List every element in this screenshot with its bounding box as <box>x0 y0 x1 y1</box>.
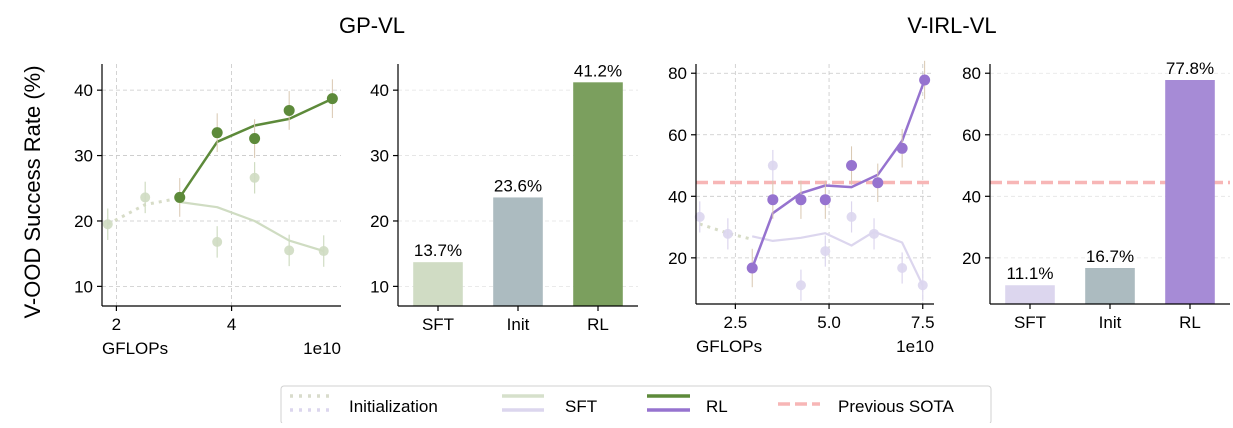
gp_line-sft-point-4 <box>284 245 295 256</box>
virl_line-sft-point-2 <box>767 160 778 171</box>
virl_bar-ytick-label-3: 80 <box>962 64 981 83</box>
y-axis-label: V-OOD Success Rate (%) <box>20 65 45 318</box>
virl_bar-xtick-label-rl: RL <box>1179 313 1201 332</box>
gp_line-ytick-label-1: 20 <box>74 212 93 231</box>
gp_bar-bar-sft <box>413 262 463 306</box>
gp_line-rl-point-1 <box>211 127 223 139</box>
gp_line-rl-point-2 <box>249 133 261 145</box>
virl_line-rl-point-7 <box>919 74 931 86</box>
virl_bar-xtick-label-sft: SFT <box>1014 313 1046 332</box>
virl_bar-data-label-init: 16.7% <box>1086 247 1134 266</box>
gp_line-rl-line <box>178 97 333 199</box>
virl_line-sft-point-3 <box>795 280 806 291</box>
gp_line-rl-point-4 <box>326 93 338 105</box>
title-gp-vl: GP-VL <box>339 13 405 38</box>
gp_line-rl-point-0 <box>174 191 186 203</box>
virl_bar-data-label-rl: 77.8% <box>1166 59 1214 78</box>
gp_bar-ytick-label-3: 40 <box>370 81 389 100</box>
virl_line-rl-point-6 <box>896 142 908 154</box>
gp_line-ytick-label-2: 30 <box>74 147 93 166</box>
virl_line-rl-point-3 <box>819 194 831 206</box>
virl_bar-ytick-label-0: 20 <box>962 249 981 268</box>
gp_bar-data-label-sft: 13.7% <box>414 241 462 260</box>
virl_line-xtick-label-1: 5.0 <box>817 313 841 332</box>
gp_line-ytick-label-3: 40 <box>74 81 93 100</box>
gp_bar-data-label-rl: 41.2% <box>574 61 622 80</box>
legend-sft-label: SFT <box>565 397 597 416</box>
virl_line-sft-point-0 <box>694 211 705 222</box>
gp_bar-ytick-label-2: 30 <box>370 147 389 166</box>
virl_line-x-axis-label: GFLOPs <box>696 337 762 356</box>
gp_bar-data-label-init: 23.6% <box>494 176 542 195</box>
virl_line-xtick-label-0: 2.5 <box>724 313 748 332</box>
gp_line-x-axis-label: GFLOPs <box>102 339 168 358</box>
virl_line-ytick-label-2: 60 <box>668 126 687 145</box>
virl_line-sft-point-6 <box>869 228 880 239</box>
virl_bar-bar-sft <box>1005 285 1055 304</box>
gp_bar-xtick-label-init: Init <box>507 315 530 334</box>
virl_bar-bar-init <box>1085 268 1135 304</box>
gp_line-xtick-label-1: 4 <box>227 315 236 334</box>
virl_line-ytick-label-0: 20 <box>668 249 687 268</box>
virl_line-xtick-label-2: 7.5 <box>911 313 935 332</box>
legend-rl-label: RL <box>706 397 728 416</box>
virl_line-rl-point-4 <box>846 160 858 172</box>
virl_bar-data-label-sft: 11.1% <box>1007 264 1054 283</box>
virl_line-sft-point-1 <box>722 228 733 239</box>
virl_line-ytick-label-1: 40 <box>668 187 687 206</box>
virl_line-rl-point-2 <box>795 194 807 206</box>
gp_line-sft-point-1 <box>140 192 151 203</box>
virl_line-sft-point-7 <box>897 263 908 273</box>
virl_line-sft-point-8 <box>917 280 928 291</box>
gp_bar-bar-init <box>493 197 543 306</box>
gp_line-sft-point-0 <box>102 219 113 230</box>
virl_bar-xtick-label-init: Init <box>1099 313 1122 332</box>
gp_bar-ytick-label-0: 10 <box>370 277 389 296</box>
virl_line-sft-point-5 <box>846 211 857 222</box>
gp-vl-bar-chart: 13.7% SFT 23.6% Init 41.2% RL 10 20 30 40 <box>370 61 638 334</box>
legend-init-label: Initialization <box>349 397 438 416</box>
gp_line-sft-point-3 <box>249 172 260 183</box>
gp_line-rl-point-3 <box>283 104 295 116</box>
legend: Initialization SFT RL Previous SOTA <box>280 385 992 425</box>
virl_line-rl-point-1 <box>767 194 779 206</box>
virl_line-sft-point-4 <box>820 246 831 257</box>
virl_line-rl-point-0 <box>746 262 758 274</box>
gp_bar-xtick-label-rl: RL <box>587 315 609 334</box>
virl_line-sft-line <box>751 230 924 286</box>
v-irl-vl-line-chart: 20 40 60 80 2.5 5.0 7.5 GFLOPs 1e10 <box>668 60 935 356</box>
gp_line-sft-point-5 <box>318 246 329 257</box>
gp_bar-ytick-label-1: 20 <box>370 212 389 231</box>
virl_bar-ytick-label-1: 40 <box>962 187 981 206</box>
gp_line-sft-line <box>179 200 325 253</box>
v-irl-vl-bar-chart: 11.1% SFT 16.7% Init 77.8% RL 20 40 60 80 <box>962 59 1230 332</box>
virl_bar-ytick-label-2: 60 <box>962 126 981 145</box>
title-v-irl-vl: V-IRL-VL <box>907 13 996 38</box>
gp_bar-xtick-label-sft: SFT <box>422 315 454 334</box>
legend-sota-label: Previous SOTA <box>838 397 955 416</box>
gp_line-x-multiplier: 1e10 <box>303 339 341 358</box>
virl_line-ytick-label-3: 80 <box>668 64 687 83</box>
gp-vl-line-chart: 10 20 30 40 2 4 GFLOPs 1e10 <box>74 64 341 358</box>
virl_line-x-multiplier: 1e10 <box>896 337 934 356</box>
gp_line-sft-point-2 <box>212 236 223 247</box>
virl_line-rl-point-5 <box>872 177 884 189</box>
virl_bar-bar-rl <box>1165 80 1215 304</box>
gp_line-ytick-label-0: 10 <box>74 277 93 296</box>
virl_line-init-line <box>699 222 753 241</box>
gp_bar-bar-rl <box>573 82 623 307</box>
gp_line-xtick-label-0: 2 <box>112 315 121 334</box>
